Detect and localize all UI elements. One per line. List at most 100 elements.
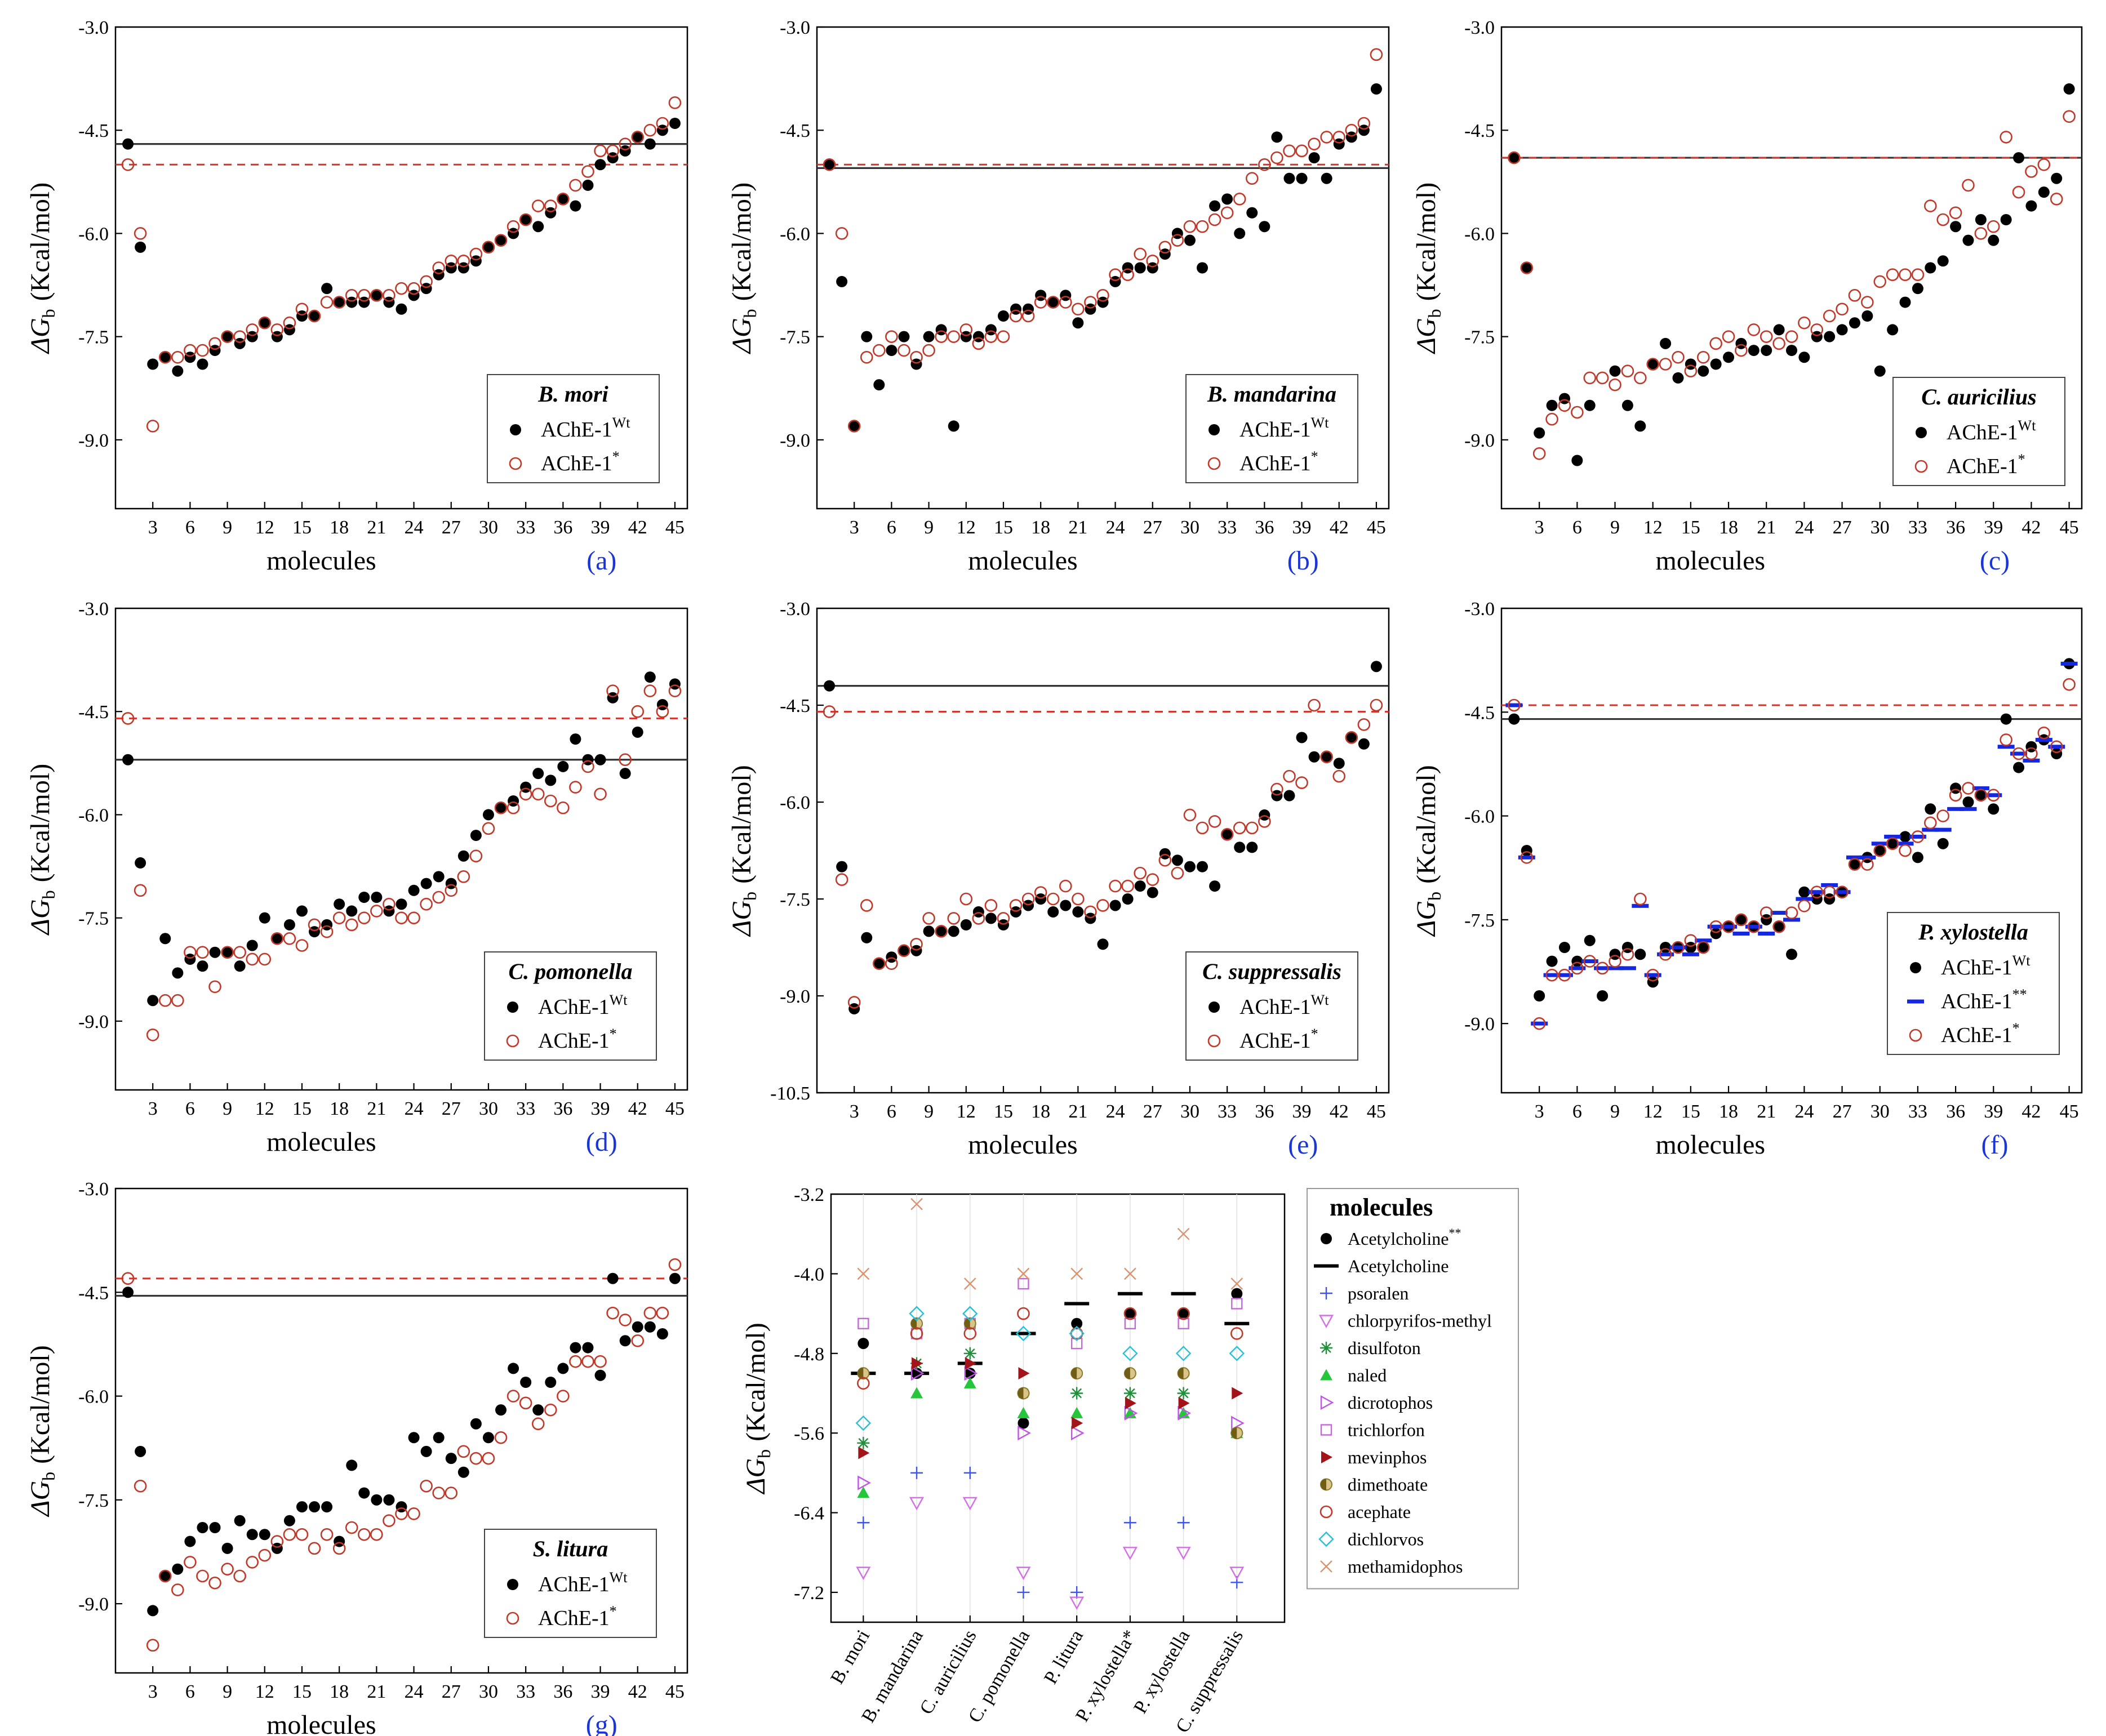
panel-e: -3.0-4.5-6.0-7.5-9.0-10.53 6 9 12 15 18 21 24 27… (727, 599, 1390, 1160)
data-point (208, 1576, 221, 1590)
data-point (632, 726, 643, 738)
data-point (606, 1306, 619, 1320)
data-point (1785, 330, 1798, 343)
panel-label: (f) (1981, 1130, 2009, 1160)
data-point (470, 1418, 482, 1430)
x-tick-label: 12 (255, 1681, 274, 1702)
legend-entry: trichlorfon (1348, 1420, 1425, 1440)
series-2 (856, 1466, 1244, 1600)
x-tick-label: 21 (1757, 1101, 1776, 1122)
data-point (836, 861, 848, 873)
data-point (420, 878, 432, 889)
data-point (1584, 934, 1596, 946)
data-point (669, 1272, 681, 1284)
data-point (668, 96, 682, 109)
legend-entry: Acetylcholine** (1348, 1226, 1461, 1249)
data-point (1246, 842, 1258, 853)
x-tick-label: 33 (516, 1098, 535, 1119)
x-tick-label: 6 (185, 1681, 195, 1702)
data-point (358, 1487, 370, 1499)
data-point (948, 925, 959, 937)
y-tick-label: -5.6 (794, 1423, 824, 1444)
x-tick-label: 15 (1681, 517, 1700, 538)
legend-marker (1916, 427, 1927, 438)
x-tick-label: 24 (1794, 517, 1814, 538)
data-point (557, 760, 569, 772)
legend-marker (1208, 1001, 1220, 1013)
data-point (1925, 262, 1936, 274)
plot-frame (114, 1187, 688, 1674)
data-point (1121, 879, 1134, 893)
legend-entry: AChE-1Wt (1239, 415, 1329, 442)
data-point (358, 1528, 371, 1541)
data-point (1621, 364, 1634, 378)
data-point (494, 1431, 508, 1444)
y-tick-label: -4.8 (794, 1344, 824, 1365)
data-point (1798, 899, 1811, 912)
data-point (1936, 213, 1949, 226)
data-point (1358, 738, 1370, 750)
y-tick-label: -3.0 (780, 599, 810, 620)
data-point (1682, 952, 1699, 956)
data-point (1836, 324, 1848, 336)
x-tick-label: 30 (479, 1681, 498, 1702)
data-point (396, 898, 407, 910)
y-tick-label: -7.5 (780, 327, 810, 348)
data-point (1950, 221, 1962, 233)
legend-entry: AChE-1Wt (538, 1569, 628, 1596)
data-point (1233, 821, 1246, 835)
data-point (246, 952, 259, 966)
data-point (1571, 455, 1583, 466)
legend-entry: dichlorvos (1348, 1529, 1424, 1550)
data-point (1072, 302, 1085, 316)
data-point (898, 344, 910, 357)
panel-d: -3.0-4.5-6.0-7.5-9.03 6 9 12 15 18 21 24 27 30 33 3… (25, 599, 688, 1157)
data-point (371, 1494, 383, 1506)
data-point (147, 1605, 159, 1617)
data-point (861, 331, 873, 342)
data-point (320, 1528, 334, 1541)
x-tick-label: 15 (292, 1681, 312, 1702)
data-point (857, 1338, 869, 1350)
x-tick-label: 33 (1908, 1101, 1927, 1122)
data-point (1609, 378, 1621, 391)
panel-label: (c) (1980, 546, 2010, 576)
data-point (2000, 131, 2012, 144)
y-tick-label: -4.5 (78, 1283, 109, 1303)
data-point (1824, 331, 1836, 342)
y-tick-label: -6.0 (1464, 807, 1495, 827)
data-point (594, 144, 607, 158)
data-point (233, 1569, 246, 1583)
legend: P. xylostella AChE-1Wt AChE-1** AChE-1* (1887, 912, 2060, 1055)
data-point (197, 358, 208, 370)
data-point (1259, 809, 1270, 821)
legend-entry: AChE-1* (1239, 448, 1318, 475)
data-point (948, 420, 959, 432)
data-point (1208, 815, 1221, 828)
y-tick-label: -9.0 (780, 430, 810, 451)
x-tick-label: 6 (185, 517, 195, 538)
legend-marker (1208, 424, 1220, 435)
legend-box (1887, 912, 2060, 1055)
series-6 (857, 1366, 1244, 1490)
data-point (1596, 371, 1609, 385)
data-point (545, 774, 557, 786)
data-point (519, 1396, 532, 1410)
data-point (1333, 758, 1345, 769)
legend: S. litura AChE-1Wt AChE-1* (484, 1529, 657, 1638)
data-point (1634, 371, 1647, 385)
data-point (1245, 172, 1259, 185)
x-tick-label: 21 (367, 1098, 386, 1119)
legend: C. suppressalis AChE-1Wt AChE-1* (1185, 951, 1358, 1061)
y-tick-label: -6.0 (1464, 224, 1495, 244)
data-point (457, 870, 470, 883)
data-point (1060, 900, 1072, 911)
data-point (134, 227, 147, 240)
y-tick-label: -3.2 (794, 1185, 824, 1205)
data-point (1221, 193, 1233, 205)
data-point (1283, 790, 1295, 802)
data-point (1059, 879, 1072, 893)
data-point (1231, 1288, 1243, 1299)
y-axis-label: ΔGb(Kcal/mol) (727, 182, 760, 354)
data-point (1934, 827, 1952, 832)
